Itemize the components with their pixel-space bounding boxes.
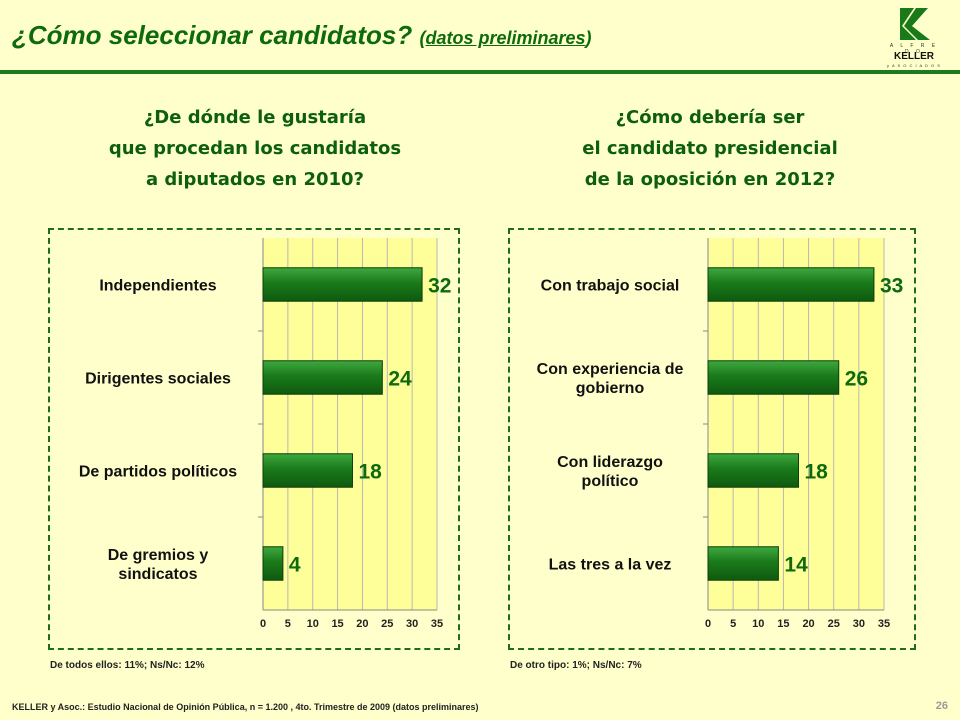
left-category-label-2-line-0: De partidos políticos [79, 464, 237, 481]
header-rule [0, 70, 960, 74]
left-bar-1 [262, 360, 383, 395]
right-question-line-1: ¿Cómo debería ser [615, 107, 805, 128]
right-bar-2 [707, 453, 800, 488]
title-text: ¿Cómo seleccionar candidatos? [12, 20, 413, 50]
logo-mark-icon [900, 8, 930, 40]
left-category-label-3: De gremios y sindicatos [108, 547, 209, 583]
left-tick-label-4: 20 [356, 618, 368, 630]
left-bar-2 [262, 453, 353, 488]
left-tick-label-5: 25 [381, 618, 393, 630]
right-tick-label-0: 0 [705, 618, 711, 630]
left-bar-0 [262, 267, 423, 302]
left-tick-label-7: 35 [431, 618, 443, 630]
page-title: ¿Cómo seleccionar candidatos? (datos pre… [12, 20, 592, 51]
right-data-label-1: 26 [845, 368, 868, 391]
right-bar-1 [707, 360, 840, 395]
header: ¿Cómo seleccionar candidatos? (datos pre… [0, 0, 960, 74]
left-category-label-3-line-0: De gremios y [108, 547, 209, 564]
right-tick-label-1: 5 [730, 618, 736, 630]
logo-line-2: KELLER [894, 51, 934, 62]
right-tick-label-4: 20 [802, 618, 814, 630]
left-data-label-2: 18 [358, 461, 382, 484]
right-category-label-2-line-0: Con liderazgo [557, 454, 663, 471]
left-tick-label-6: 30 [406, 618, 418, 630]
title-subtitle: (datos preliminares) [419, 28, 591, 48]
left-question-line-3: a diputados en 2010? [146, 169, 364, 190]
left-tick-label-0: 0 [260, 618, 266, 630]
left-chart-frame [48, 228, 460, 650]
left-chart-note: De todos ellos: 11%; Ns/Nc: 12% [50, 660, 205, 671]
subtitle-text: datos preliminares [425, 28, 586, 48]
right-tick-label-5: 25 [828, 618, 840, 630]
left-category-label-3-line-1: sindicatos [118, 566, 197, 583]
footer-source: KELLER y Asoc.: Estudio Nacional de Opin… [12, 702, 479, 712]
left-category-label-0: Independientes [99, 278, 216, 295]
left-tick-label-3: 15 [331, 618, 343, 630]
right-category-label-1-line-0: Con experiencia de [537, 361, 684, 378]
right-bar-0 [707, 267, 875, 302]
right-tick-label-6: 30 [853, 618, 865, 630]
left-category-label-0-line-0: Independientes [99, 278, 216, 295]
subtitle-open-paren: ( [419, 28, 426, 48]
page-number: 26 [935, 700, 948, 712]
left-data-label-0: 32 [428, 275, 451, 298]
left-category-label-1: Dirigentes sociales [85, 371, 231, 388]
right-category-label-0-line-0: Con trabajo social [541, 278, 680, 295]
left-category-label-1-line-0: Dirigentes sociales [85, 371, 231, 388]
right-question: ¿Cómo debería ser el candidato presidenc… [510, 102, 910, 195]
right-question-line-3: de la oposición en 2012? [584, 169, 836, 190]
left-bar-chart: 0 5 10 15 20 25 30 35 32 Independientes 24 Dirigent… [79, 238, 451, 630]
left-category-label-2: De partidos políticos [79, 464, 237, 481]
right-category-label-3-line-0: Las tres a la vez [549, 557, 672, 574]
left-question: ¿De dónde le gustaría que procedan los c… [60, 102, 450, 195]
right-question-line-2: el candidato presidencial [582, 138, 838, 159]
right-data-label-2: 18 [805, 461, 829, 484]
right-category-label-1-line-1: gobierno [576, 380, 645, 397]
company-logo: A L F R E D O KELLER y A S O C I A D O S [886, 6, 942, 68]
right-category-label-0: Con trabajo social [541, 278, 680, 295]
left-tick-label-2: 10 [307, 618, 319, 630]
right-bar-3 [707, 546, 779, 581]
right-category-label-3: Las tres a la vez [549, 557, 672, 574]
left-question-line-1: ¿De dónde le gustaría [143, 107, 367, 128]
right-tick-label-2: 10 [752, 618, 764, 630]
left-data-label-1: 24 [388, 368, 412, 391]
right-chart-frame [508, 228, 916, 650]
right-tick-label-7: 35 [878, 618, 890, 630]
left-tick-label-1: 5 [285, 618, 291, 630]
logo-line-3: y A S O C I A D O S [887, 63, 941, 68]
right-category-label-1: Con experiencia de gobierno [537, 361, 684, 397]
right-data-label-3: 14 [784, 554, 808, 577]
right-tick-label-3: 15 [777, 618, 789, 630]
right-category-label-2: Con liderazgo político [557, 454, 663, 490]
left-bar-3 [262, 546, 284, 581]
subtitle-close-paren: ) [585, 28, 592, 48]
right-category-label-2-line-1: político [582, 473, 639, 490]
logo-line-1: A L F R E D O [889, 43, 939, 55]
left-data-label-3: 4 [289, 554, 301, 577]
right-chart-note: De otro tipo: 1%; Ns/Nc: 7% [510, 660, 642, 671]
right-bar-chart: 0 5 10 15 20 25 30 35 33 Con trabajo social 26 Con … [537, 238, 903, 630]
right-data-label-0: 33 [880, 275, 903, 298]
left-question-line-2: que procedan los candidatos [108, 138, 402, 159]
